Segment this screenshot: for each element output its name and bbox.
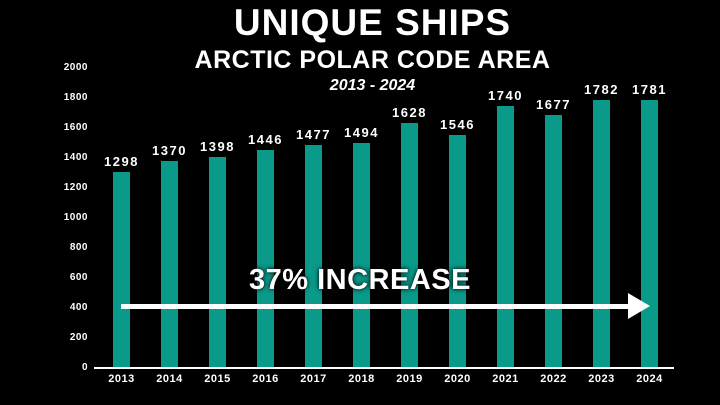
value-label-2023: 1782 [584, 82, 619, 97]
bar-2020 [449, 135, 466, 367]
value-label-2016: 1446 [248, 132, 283, 147]
x-tick-label-2013: 2013 [108, 373, 135, 385]
bar-2013 [113, 172, 130, 367]
x-tick-label-2017: 2017 [300, 373, 327, 385]
bar-2015 [209, 157, 226, 367]
y-tick-label-1200: 1200 [63, 182, 88, 193]
x-tick-label-2015: 2015 [204, 373, 231, 385]
y-tick-label-600: 600 [69, 272, 88, 283]
bar-2024 [641, 100, 658, 367]
chart-header: UNIQUE SHIPS ARCTIC POLAR CODE AREA 2013… [97, 0, 648, 96]
bar-2018 [353, 143, 370, 367]
value-label-2024: 1781 [632, 82, 667, 97]
chart-subtitle: ARCTIC POLAR CODE AREA [194, 46, 551, 74]
x-tick-label-2023: 2023 [588, 373, 615, 385]
y-tick-label-1400: 1400 [63, 152, 88, 163]
value-label-2017: 1477 [296, 127, 331, 142]
x-tick-label-2018: 2018 [348, 373, 375, 385]
bar-2023 [593, 100, 610, 367]
chart-title: UNIQUE SHIPS [233, 2, 512, 43]
x-tick-label-2021: 2021 [492, 373, 519, 385]
bar-2014 [161, 161, 178, 367]
bar-2021 [497, 106, 514, 367]
chart-date-range: 2013 - 2024 [329, 77, 416, 94]
x-tick-label-2022: 2022 [540, 373, 567, 385]
y-tick-label-200: 200 [69, 332, 88, 343]
bar-2017 [305, 145, 322, 367]
x-axis-line [94, 367, 674, 369]
bar-2022 [545, 115, 562, 367]
value-label-2021: 1740 [488, 88, 523, 103]
value-label-2014: 1370 [152, 143, 187, 158]
y-tick-label-0: 0 [81, 362, 88, 373]
x-tick-label-2014: 2014 [156, 373, 183, 385]
value-label-2015: 1398 [200, 139, 235, 154]
y-tick-label-1000: 1000 [63, 212, 88, 223]
y-tick-label-400: 400 [69, 302, 88, 313]
y-tick-label-1600: 1600 [63, 122, 88, 133]
bar-2019 [401, 123, 418, 367]
value-label-2013: 1298 [104, 154, 139, 169]
bar-2016 [257, 150, 274, 367]
value-label-2019: 1628 [392, 105, 427, 120]
y-tick-label-2000: 2000 [63, 62, 88, 73]
x-tick-label-2016: 2016 [252, 373, 279, 385]
value-label-2022: 1677 [536, 97, 571, 112]
y-tick-label-800: 800 [69, 242, 88, 253]
y-tick-label-1800: 1800 [63, 92, 88, 103]
x-tick-label-2020: 2020 [444, 373, 471, 385]
x-tick-label-2019: 2019 [396, 373, 423, 385]
value-label-2020: 1546 [440, 117, 475, 132]
x-tick-label-2024: 2024 [636, 373, 663, 385]
value-label-2018: 1494 [344, 125, 379, 140]
